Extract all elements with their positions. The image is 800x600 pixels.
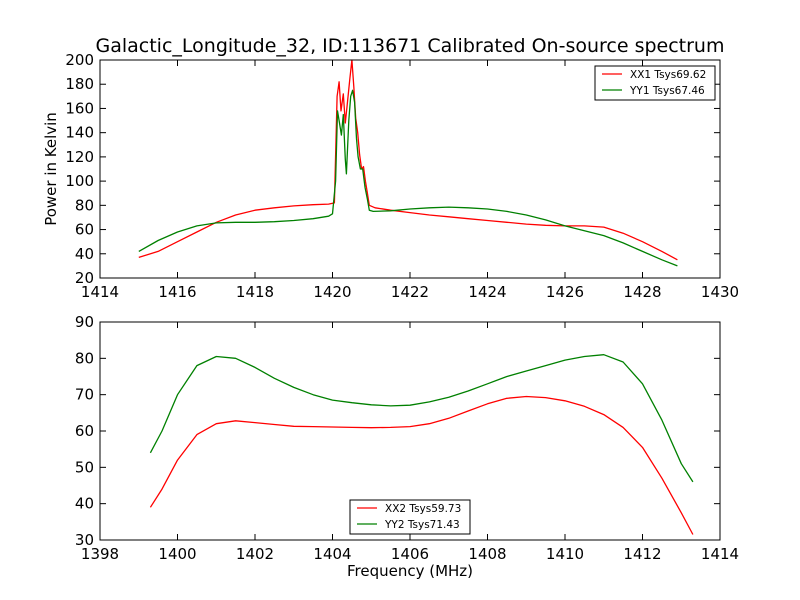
x-tick-label: 1420 [313,283,351,301]
top-legend: XX1 Tsys69.62 YY1 Tsys67.46 [594,65,716,101]
y-tick-label: 40 [75,495,94,513]
x-tick-label: 1430 [701,283,739,301]
y-tick-label: 70 [75,386,94,404]
top-axis-ticks: 1414 1416 1418 1420 1422 1424 1426 1428 1430 20 40… [65,51,739,301]
y-tick-label: 60 [75,221,94,239]
series-line-yy2 [149,354,694,483]
x-tick-label: 1412 [623,545,661,563]
series-line-yy1 [138,89,678,267]
bottom-legend: XX2 Tsys59.73 YY2 Tsys71.43 [349,499,471,535]
legend-label-xx2: XX2 Tsys59.73 [385,503,461,515]
series-line-xx2 [149,395,694,535]
x-tick-label: 1406 [391,545,429,563]
top-series-lines [138,59,678,267]
top-y-axis-label: Power in Kelvin [42,112,60,226]
y-tick-label: 80 [75,196,94,214]
y-tick-label: 50 [75,458,94,476]
legend-label-yy2: YY2 Tsys71.43 [384,519,460,531]
y-tick-label: 180 [65,75,94,93]
legend-label-xx1: XX1 Tsys69.62 [630,69,706,81]
bottom-legend-box [349,499,471,535]
y-tick-label: 80 [75,349,94,367]
y-tick-label: 200 [65,51,94,69]
x-tick-label: 1416 [158,283,196,301]
y-tick-label: 100 [65,172,94,190]
bottom-x-axis-label: Frequency (MHz) [347,562,473,580]
bottom-axis-ticks: 1398 1400 1402 1404 1406 1408 1410 1412 1414 30 40… [75,313,739,563]
y-tick-label: 40 [75,245,94,263]
top-legend-box [594,65,716,101]
x-tick-label: 1428 [623,283,661,301]
x-tick-label: 1414 [81,283,119,301]
x-tick-label: 1402 [236,545,274,563]
y-tick-label: 30 [75,531,94,549]
x-tick-label: 1410 [546,545,584,563]
x-tick-label: 1426 [546,283,584,301]
x-tick-label: 1398 [81,545,119,563]
y-tick-label: 140 [65,124,94,142]
bottom-spectrum-panel: 1398 1400 1402 1404 1406 1408 1410 1412 1414 30 40… [75,313,739,580]
bottom-plot-frame [99,321,721,541]
x-tick-label: 1418 [236,283,274,301]
top-plot-frame [99,59,721,279]
x-tick-label: 1408 [468,545,506,563]
x-tick-label: 1424 [468,283,506,301]
series-line-xx1 [138,59,678,261]
chart-title: Galactic_Longitude_32, ID:113671 Calibra… [96,35,725,57]
x-tick-label: 1414 [701,545,739,563]
legend-label-yy1: YY1 Tsys67.46 [629,85,705,97]
bottom-series-lines [149,354,694,535]
y-tick-label: 20 [75,269,94,287]
x-tick-label: 1422 [391,283,429,301]
y-tick-label: 160 [65,99,94,117]
x-tick-label: 1404 [313,545,351,563]
x-tick-label: 1400 [158,545,196,563]
y-tick-label: 90 [75,313,94,331]
y-tick-label: 120 [65,148,94,166]
top-spectrum-panel: 1414 1416 1418 1420 1422 1424 1426 1428 1430 20 40… [42,51,739,301]
y-tick-label: 60 [75,422,94,440]
